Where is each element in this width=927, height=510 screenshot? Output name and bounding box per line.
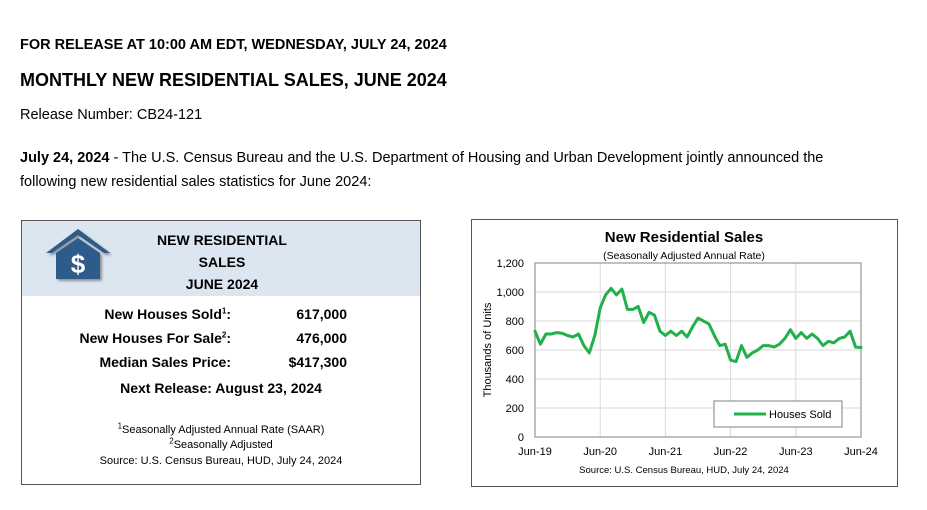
plot-area — [534, 262, 862, 438]
summary-source: Source: U.S. Census Bureau, HUD, July 24… — [99, 455, 343, 467]
legend-label: Houses Sold — [769, 409, 831, 421]
next-release: Next Release: August 23, 2024 — [120, 380, 322, 396]
stat-label: New Houses For Sale2: — [79, 330, 231, 346]
y-tick-label: 800 — [506, 316, 524, 328]
y-tick-label: 1,200 — [496, 258, 524, 270]
svg-text:$: $ — [71, 249, 86, 279]
stat-value: 476,000 — [296, 330, 347, 346]
chart-subtitle: (Seasonally Adjusted Annual Rate) — [603, 250, 765, 262]
stat-row-median-price: Median Sales Price: $417,300 — [22, 354, 420, 374]
chart-source: Source: U.S. Census Bureau, HUD, July 24… — [579, 465, 789, 476]
intro-paragraph: July 24, 2024 - The U.S. Census Bureau a… — [20, 146, 880, 194]
y-tick-label: 600 — [506, 345, 524, 357]
stat-label: Median Sales Price: — [99, 354, 231, 370]
x-tick-label: Jun-19 — [518, 446, 552, 458]
summary-title-line: JUNE 2024 — [185, 276, 259, 292]
footnote-2: 2Seasonally Adjusted — [169, 436, 273, 451]
y-tick-label: 200 — [506, 403, 524, 415]
y-tick-label: 1,000 — [496, 287, 524, 299]
summary-box: $ NEW RESIDENTIAL SALES JUNE 2024 New Ho… — [21, 220, 421, 485]
x-tick-label: Jun-20 — [583, 446, 617, 458]
sales-line-chart: New Residential Sales (Seasonally Adjuste… — [482, 229, 878, 476]
footnote-1: 1Seasonally Adjusted Annual Rate (SAAR) — [117, 421, 325, 436]
y-tick-label: 0 — [518, 432, 524, 444]
stat-value: 617,000 — [296, 306, 347, 322]
summary-title-line: NEW RESIDENTIAL — [157, 232, 287, 248]
release-line: FOR RELEASE AT 10:00 AM EDT, WEDNESDAY, … — [20, 37, 447, 53]
x-tick-label: Jun-21 — [649, 446, 683, 458]
stat-row-for-sale: New Houses For Sale2: 476,000 — [22, 330, 420, 350]
x-tick-label: Jun-23 — [779, 446, 813, 458]
chart-box: New Residential Sales (Seasonally Adjuste… — [471, 219, 898, 487]
x-tick-label: Jun-22 — [714, 446, 748, 458]
stat-label: New Houses Sold1: — [104, 306, 231, 322]
summary-title: NEW RESIDENTIAL SALES JUNE 2024 — [122, 229, 322, 295]
y-tick-label: 400 — [506, 374, 524, 386]
series-line-houses-sold — [533, 286, 863, 364]
page-title: MONTHLY NEW RESIDENTIAL SALES, JUNE 2024 — [20, 70, 447, 90]
y-axis-label: Thousands of Units — [482, 302, 494, 397]
summary-title-line: SALES — [198, 254, 246, 270]
chart-title: New Residential Sales — [605, 229, 763, 246]
release-number: Release Number: CB24-121 — [20, 107, 203, 123]
intro-date: July 24, 2024 — [20, 150, 110, 166]
intro-text: - The U.S. Census Bureau and the U.S. De… — [20, 150, 824, 190]
summary-header: $ NEW RESIDENTIAL SALES JUNE 2024 — [22, 221, 420, 296]
x-tick-label: Jun-24 — [844, 446, 878, 458]
stat-row-sold: New Houses Sold1: 617,000 — [22, 306, 420, 326]
house-dollar-icon: $ — [46, 229, 110, 279]
stat-value: $417,300 — [288, 354, 347, 370]
